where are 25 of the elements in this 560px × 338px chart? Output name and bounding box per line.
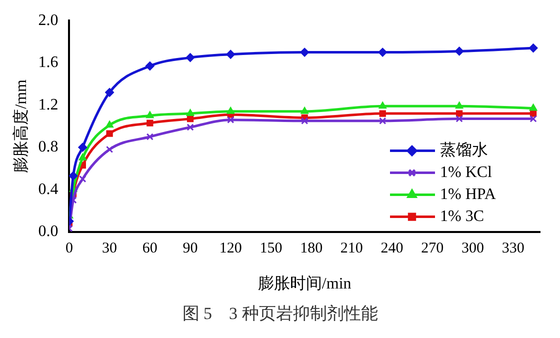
x-tick-label: 120 bbox=[219, 240, 242, 257]
legend-label: 蒸馏水 bbox=[440, 141, 488, 160]
y-tick-label: 0.0 bbox=[38, 223, 58, 240]
x-tick-label: 270 bbox=[421, 240, 444, 257]
x-tick-label: 330 bbox=[502, 240, 524, 257]
y-tick-label: 0.4 bbox=[38, 180, 58, 198]
x-tick-label: 210 bbox=[340, 240, 363, 257]
y-axis-title: 膨胀高度/mm bbox=[12, 78, 30, 173]
caption: 图 5 3 种页岩抑制剂性能 bbox=[181, 303, 379, 325]
x-tick-label: 90 bbox=[182, 240, 198, 257]
y-tick-label: 2.0 bbox=[38, 12, 58, 29]
y-tick-label: 0.8 bbox=[38, 138, 58, 156]
x-tick-label: 60 bbox=[142, 240, 158, 257]
x-tick-label: 240 bbox=[380, 240, 404, 257]
legend-label: 1% KCl bbox=[440, 164, 493, 182]
legend-label: 1% 3C bbox=[440, 208, 484, 226]
x-tick-label: 0 bbox=[65, 240, 73, 257]
x-tick-label: 180 bbox=[300, 240, 323, 257]
x-tick-label: 30 bbox=[102, 240, 118, 257]
y-tick-label: 1.2 bbox=[38, 96, 58, 114]
x-tick-label: 300 bbox=[461, 240, 484, 257]
x-tick-label: 150 bbox=[260, 240, 282, 257]
y-tick-label: 1.6 bbox=[38, 54, 58, 72]
x-axis-title: 膨胀时间/min bbox=[258, 274, 352, 293]
legend-label: 1% HPA bbox=[440, 186, 496, 204]
